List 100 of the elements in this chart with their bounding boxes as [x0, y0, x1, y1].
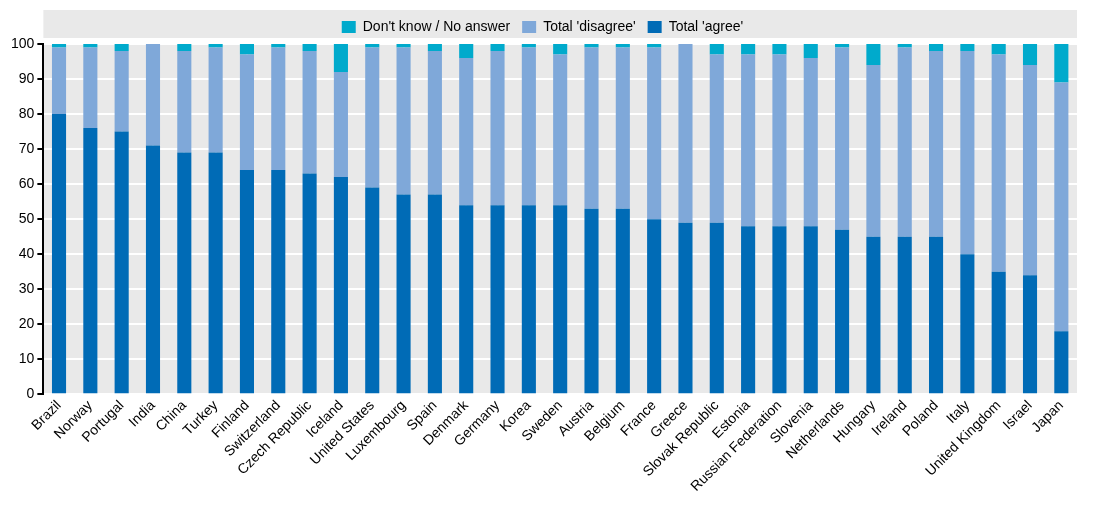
bar: [177, 51, 192, 153]
bar: [521, 44, 536, 48]
bar: [553, 54, 568, 206]
bar: [239, 170, 254, 394]
bar: [51, 114, 67, 394]
bar: [51, 47, 67, 115]
bar: [302, 51, 317, 174]
bar: [333, 72, 348, 178]
bar: [83, 128, 98, 394]
bar: [897, 236, 912, 394]
bar: [396, 47, 411, 195]
bar: [1054, 82, 1069, 332]
bar: [114, 131, 129, 394]
bar: [929, 44, 944, 52]
bar: [897, 44, 912, 48]
bar: [83, 47, 98, 129]
bar: [709, 54, 724, 223]
bar: [741, 44, 756, 55]
bar: [647, 219, 662, 394]
bar: [553, 205, 568, 394]
y-tick-label: 50: [18, 210, 35, 226]
bar: [615, 208, 630, 394]
bar: [741, 54, 756, 227]
bar: [584, 44, 599, 48]
bar: [615, 47, 630, 209]
bar: [177, 44, 192, 52]
bar: [584, 208, 599, 394]
bar: [302, 173, 317, 394]
y-tick-label: 40: [18, 245, 35, 262]
bar: [396, 194, 411, 394]
bar: [333, 177, 348, 394]
bar: [584, 47, 599, 209]
legend-label: Total 'disagree': [543, 17, 636, 34]
bar: [803, 44, 818, 59]
bar: [177, 152, 192, 394]
bar: [678, 222, 693, 394]
bar: [459, 44, 474, 59]
bar: [145, 44, 161, 146]
bar: [490, 51, 505, 206]
bar: [51, 44, 67, 48]
bar: [960, 44, 975, 52]
bar: [1022, 65, 1038, 276]
bar: [866, 44, 881, 66]
bar: [772, 54, 787, 227]
bar: [208, 47, 223, 153]
y-tick-label: 20: [18, 315, 35, 332]
bar: [490, 44, 505, 52]
bar: [1054, 331, 1069, 394]
bar: [866, 65, 881, 237]
y-tick-label: 0: [26, 385, 35, 402]
bar: [271, 170, 286, 394]
bar: [396, 44, 411, 48]
bar: [365, 187, 380, 394]
bar: [459, 58, 474, 206]
bar: [365, 44, 380, 48]
bar: [647, 44, 662, 48]
bar: [208, 152, 223, 394]
bar: [991, 44, 1006, 55]
legend-label: Total 'agree': [668, 17, 744, 34]
bar: [208, 44, 223, 48]
bar: [145, 145, 161, 394]
bar: [83, 44, 98, 48]
legend-label: Don't know / No answer: [362, 17, 511, 34]
bar: [114, 51, 129, 132]
bar: [521, 205, 536, 394]
bar: [239, 44, 254, 55]
bar: [835, 47, 850, 230]
bar: [490, 205, 505, 394]
bar: [427, 44, 442, 52]
bar: [365, 47, 380, 188]
bar: [897, 47, 912, 237]
bar: [1022, 275, 1038, 394]
bar: [615, 44, 630, 48]
bar: [991, 54, 1006, 272]
bar: [333, 44, 348, 73]
bar: [772, 44, 787, 55]
bar: [709, 222, 724, 394]
bar: [114, 44, 129, 52]
bar: [835, 44, 850, 48]
bar: [835, 229, 850, 394]
bar: [991, 271, 1006, 394]
bar: [553, 44, 568, 55]
bar: [741, 226, 756, 394]
bar: [1054, 44, 1069, 83]
y-tick-label: 100: [11, 34, 35, 51]
bar: [647, 47, 662, 220]
bar: [929, 51, 944, 237]
bar: [459, 205, 474, 394]
bar: [239, 54, 254, 171]
y-tick-label: 30: [18, 280, 35, 297]
bar: [427, 194, 442, 394]
bar: [678, 44, 693, 223]
bar: [960, 51, 975, 255]
bar: [302, 44, 317, 52]
y-tick-label: 70: [18, 139, 35, 156]
y-tick-label: 90: [18, 69, 35, 86]
bar: [866, 236, 881, 394]
y-tick-label: 60: [18, 174, 35, 191]
y-tick-label: 10: [18, 350, 35, 367]
bar: [960, 254, 975, 394]
